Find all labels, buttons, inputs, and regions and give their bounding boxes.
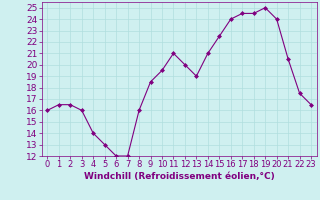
X-axis label: Windchill (Refroidissement éolien,°C): Windchill (Refroidissement éolien,°C) — [84, 172, 275, 181]
